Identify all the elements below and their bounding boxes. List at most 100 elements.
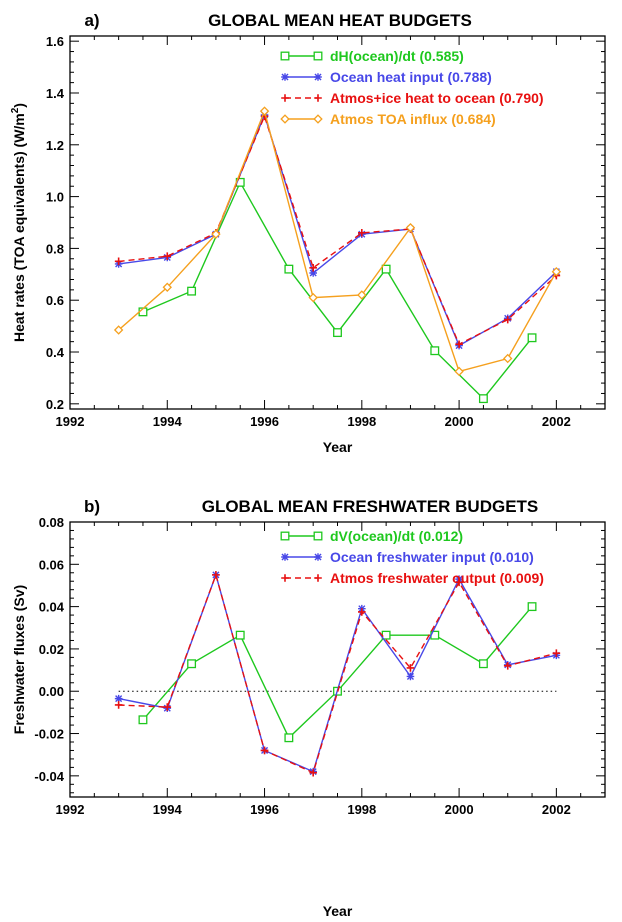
chart-title: GLOBAL MEAN FRESHWATER BUDGETS (202, 497, 539, 516)
y-tick-label: -0.02 (34, 727, 64, 742)
series-2 (114, 111, 561, 350)
data-point (551, 266, 562, 277)
y-tick-label: -0.04 (34, 769, 64, 784)
data-point (138, 715, 148, 725)
data-point (309, 768, 317, 777)
series-1 (138, 177, 537, 404)
data-point (503, 353, 513, 364)
y-tick-label: 0.08 (39, 515, 64, 530)
x-tick-label: 1994 (153, 802, 183, 817)
data-point (212, 571, 220, 579)
chart-panel-2: b) GLOBAL MEAN FRESHWATER BUDGETS 1992 1994… (11, 497, 606, 919)
y-tick-label: 0.2 (46, 397, 64, 412)
data-point (357, 290, 367, 300)
y-tick-label: 0.06 (39, 557, 64, 572)
chart-title: GLOBAL MEAN HEAT BUDGETS (208, 11, 472, 30)
data-point (527, 602, 537, 612)
legend-marker (281, 553, 289, 561)
x-tick-label: 1998 (347, 414, 376, 429)
series-2 (114, 571, 561, 776)
series-4 (113, 106, 562, 377)
data-point (405, 222, 416, 233)
series-line (118, 108, 558, 373)
x-tick-label: 1994 (153, 414, 183, 429)
data-point (503, 315, 512, 324)
data-point (430, 346, 440, 356)
data-point (259, 106, 270, 116)
data-point (552, 649, 561, 657)
data-point (309, 264, 317, 272)
legend-marker (314, 73, 322, 81)
data-point (114, 694, 123, 703)
y-axis-label: Heat rates (TOA equivalents) (W/m2) (10, 103, 27, 342)
x-tick-label: 1992 (56, 802, 85, 817)
data-point (455, 340, 463, 349)
series-3 (114, 571, 561, 777)
y-tick-label: 0.00 (39, 684, 64, 699)
legend-marker (314, 94, 322, 102)
legend-marker (280, 114, 290, 124)
data-point (113, 325, 124, 335)
legend-label: Atmos TOA influx (0.684) (330, 111, 496, 127)
series-line (142, 606, 533, 739)
legend: dH(ocean)/dt (0.585) Ocean heat input (0.… (280, 48, 544, 127)
data-point (163, 252, 172, 260)
x-axis-label: Year (323, 903, 353, 919)
legend-marker (281, 94, 289, 102)
y-tick-label: 1.6 (46, 34, 64, 49)
y-tick-label: 1.0 (46, 190, 64, 205)
y-tick-label: 1.4 (46, 86, 65, 101)
x-tick-label: 1996 (250, 414, 279, 429)
data-point (454, 366, 464, 377)
data-point (406, 664, 415, 672)
data-point (187, 286, 197, 296)
x-tick-label: 1992 (56, 414, 85, 429)
data-point (381, 264, 391, 274)
data-point (211, 229, 221, 239)
data-point (260, 746, 269, 755)
x-tick-label: 2000 (445, 802, 474, 817)
legend-marker (280, 531, 290, 541)
series-line (118, 112, 557, 347)
legend-label: Ocean heat input (0.788) (330, 69, 492, 85)
y-axis-label: Freshwater fluxes (Sv) (11, 585, 27, 734)
data-point (455, 578, 463, 587)
legend-marker (281, 73, 289, 81)
x-tick-label: 2002 (542, 414, 571, 429)
data-point (284, 733, 294, 743)
x-tick-label: 1998 (347, 802, 376, 817)
y-tick-label: 0.04 (39, 600, 65, 615)
x-tick-label: 2002 (542, 802, 571, 817)
series-line (118, 114, 557, 346)
data-point (162, 282, 172, 292)
legend-marker (313, 51, 323, 61)
y-tick-label: 0.02 (39, 642, 64, 657)
x-axis-label: Year (323, 439, 353, 455)
y-tick-label: 1.2 (46, 138, 64, 153)
data-point (163, 703, 172, 711)
legend: dV(ocean)/dt (0.012) Ocean freshwater inp… (280, 528, 544, 586)
legend-marker (314, 574, 322, 582)
chart-panel-1: a) GLOBAL MEAN HEAT BUDGETS 1992 1994 1996 19… (10, 11, 606, 455)
data-point (309, 269, 317, 277)
data-point (478, 659, 488, 669)
data-point (308, 292, 318, 303)
data-point (114, 257, 123, 266)
legend-label: dH(ocean)/dt (0.585) (330, 48, 464, 64)
series-3 (114, 112, 561, 349)
legend-label: dV(ocean)/dt (0.012) (330, 528, 463, 544)
y-tick-label: 0.6 (46, 293, 64, 308)
x-tick-label: 2000 (445, 414, 474, 429)
data-point (358, 608, 366, 616)
panel-letter: a) (84, 11, 99, 30)
series-line (118, 572, 557, 773)
data-point (333, 328, 342, 338)
legend-label: Atmos+ice heat to ocean (0.790) (330, 90, 544, 106)
data-point (284, 264, 294, 274)
panel-letter: b) (84, 497, 100, 516)
y-tick-label: 0.8 (46, 241, 64, 256)
data-point (527, 333, 537, 343)
data-point (406, 672, 415, 681)
data-point (114, 701, 123, 709)
